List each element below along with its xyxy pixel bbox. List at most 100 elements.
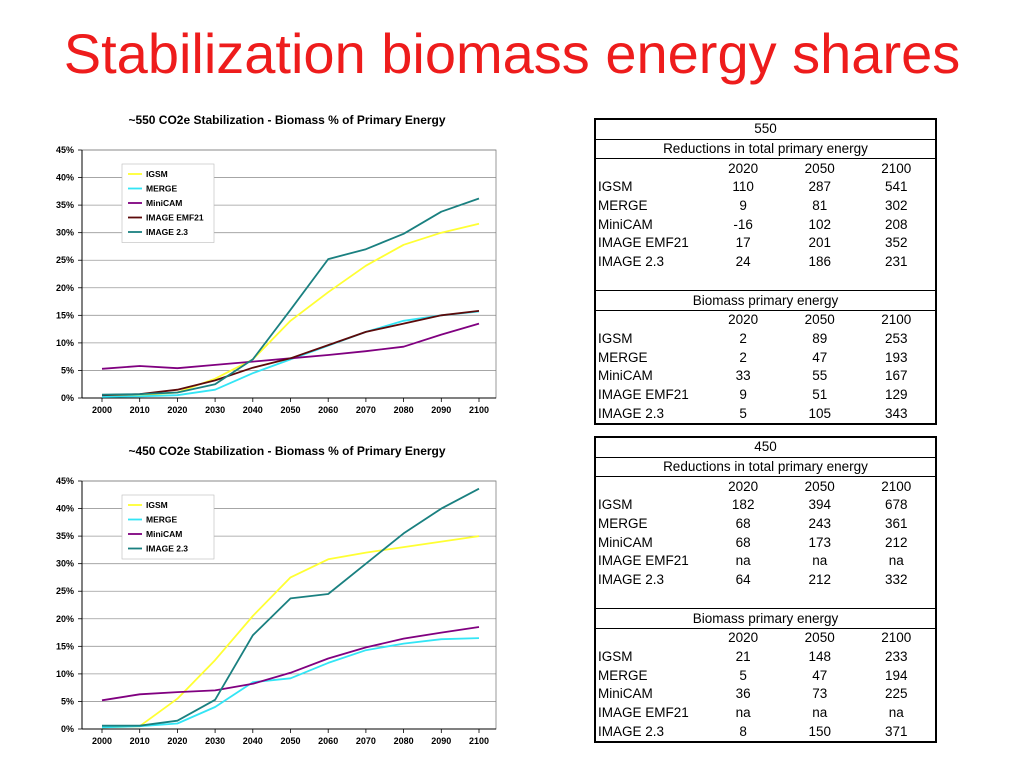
table-cell: 150 [808,723,831,739]
table-cell: 64 [735,572,751,588]
table-cell: 212 [808,572,831,588]
year-header: 2050 [781,309,858,330]
chart-title: ~450 CO2e Stabilization - Biomass % of P… [128,444,445,458]
model-name: IMAGE 2.3 [598,572,665,588]
table-cell: 201 [808,235,831,251]
legend-label: MERGE [146,515,178,525]
table-cell: 394 [808,497,831,513]
table-row: IGSM 21 148 233 [595,648,936,667]
section-title: Reductions in total primary energy [595,138,936,159]
model-name: IMAGE 2.3 [598,405,665,421]
table-row: IMAGE EMF21 17 201 352 [595,234,936,253]
table-cell: 173 [808,534,831,550]
x-tick-label: 2000 [92,736,112,746]
table-cell: 17 [735,235,751,251]
table-title-row: 450 [595,437,936,457]
legend-label: IMAGE 2.3 [146,227,188,237]
table-cell: 233 [884,648,908,664]
table-cell: 36 [735,686,751,702]
table-row: MiniCAM 68 173 212 [595,533,936,552]
model-name: IMAGE 2.3 [598,723,665,739]
year-header: 2050 [781,158,858,179]
y-tick-label: 15% [56,641,74,651]
x-tick-label: 2030 [205,736,225,746]
y-tick-label: 45% [56,145,74,155]
table-cell: 231 [884,254,908,270]
model-name: MERGE [598,349,648,365]
chart-title: ~550 CO2e Stabilization - Biomass % of P… [128,113,445,127]
table-cell: 212 [884,534,908,550]
table-cell: -16 [733,216,753,232]
table-cell: 129 [884,386,908,402]
series-line-image-2-3 [102,487,480,727]
series-line-minicam [101,322,480,370]
table-cell: 194 [884,667,908,683]
y-tick-label: 30% [56,559,74,569]
year-header: 2050 [781,627,858,648]
x-tick-label: 2040 [243,736,263,746]
table-row: IMAGE 2.3 5 105 343 [595,404,936,424]
y-tick-label: 15% [56,310,74,320]
table-cell: 225 [884,686,908,702]
table-row: IGSM 182 394 678 [595,496,936,515]
model-name: IMAGE EMF21 [598,553,689,569]
table-cell: 5 [739,667,747,683]
model-name: MERGE [598,516,648,532]
table-cell: 243 [808,516,831,532]
section-title: Reductions in total primary energy [595,456,936,477]
section-title: Biomass primary energy [595,608,936,629]
table-cell: 208 [884,216,908,232]
model-name: MiniCAM [598,216,653,232]
series-line-image-2-3 [101,197,480,396]
table-cell: 73 [812,686,828,702]
table-cell: 68 [735,516,751,532]
table-cell: na [812,553,828,569]
table-cell: 253 [884,330,908,346]
year-header: 2100 [857,627,936,648]
table-row: IMAGE 2.3 8 150 371 [595,722,936,742]
x-tick-label: 2010 [130,405,150,415]
table-cell: 352 [884,235,908,251]
table-cell: 2 [739,349,747,365]
y-tick-label: 25% [56,255,74,265]
series-line-merge [101,637,480,729]
table-row: MiniCAM 33 55 167 [595,367,936,386]
y-tick-label: 10% [56,338,74,348]
table-row: IMAGE EMF21 9 51 129 [595,386,936,405]
year-header-row: 2020 2050 2100 [595,309,936,330]
section-title-row: Reductions in total primary energy [595,456,936,477]
table-cell: 678 [884,497,908,513]
table-cell: 21 [735,648,751,664]
y-tick-label: 35% [56,531,74,541]
table-title-row: 550 [595,119,936,139]
legend-label: IGSM [146,169,168,179]
table-cell: 47 [812,667,828,683]
year-header: 2050 [781,476,858,497]
y-tick-label: 5% [61,365,74,375]
table-cell: 361 [884,516,908,532]
table-cell: 81 [812,198,828,214]
model-name: IGSM [598,330,633,346]
x-tick-label: 2090 [431,736,451,746]
x-tick-label: 2070 [356,736,376,746]
table-cell: 33 [735,368,751,384]
year-header: 2100 [857,476,936,497]
chart-450-svg: ~450 CO2e Stabilization - Biomass % of P… [56,444,497,746]
table-cell: na [888,553,904,569]
table-title: 550 [754,121,777,137]
spacer-row [595,590,936,609]
section-title-row: Biomass primary energy [595,290,936,311]
table-row: IMAGE EMF21 na na na [595,552,936,571]
x-tick-label: 2050 [280,736,300,746]
model-name: IGSM [598,648,633,664]
table-row: IMAGE 2.3 64 212 332 [595,571,936,590]
section-title-row: Reductions in total primary energy [595,138,936,159]
x-tick-label: 2070 [356,405,376,415]
table-cell: 9 [739,386,747,402]
table-row: IMAGE 2.3 24 186 231 [595,253,936,272]
x-tick-label: 2100 [469,736,489,746]
y-tick-label: 35% [56,200,74,210]
model-name: IMAGE EMF21 [598,386,689,402]
year-header: 2020 [704,309,782,330]
legend-label: IGSM [146,500,168,510]
